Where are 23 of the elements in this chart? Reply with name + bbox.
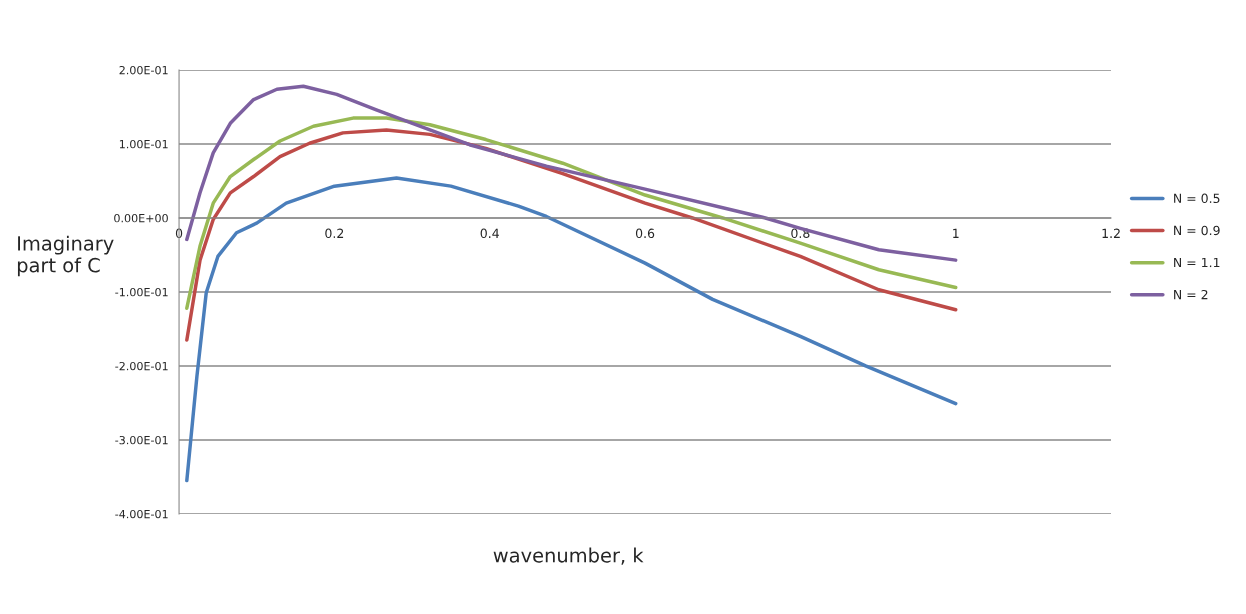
y-tick-label: 0.00E+00 [114, 213, 168, 223]
x-tick-label: 0.6 [635, 228, 655, 239]
line-series [185, 116, 958, 310]
y-tick-label: -1.00E-01 [115, 287, 168, 297]
y-tick-label: -3.00E-01 [115, 435, 168, 445]
y-tick-label: -4.00E-01 [115, 509, 168, 519]
line-series [185, 128, 958, 342]
x-tick-label: 1.2 [1102, 228, 1120, 238]
y-axis-title: Imaginary part of C [17, 235, 114, 277]
x-tick-label: 0 [175, 228, 183, 239]
y-tick-label: 2.00E-01 [119, 65, 168, 75]
legend-label: N = 1.1 [1174, 257, 1220, 268]
y-tick-label: 1.00E-01 [119, 139, 168, 149]
line-series [185, 84, 958, 262]
legend-label: N = 0.9 [1174, 225, 1220, 236]
legend-label: N = 0.5 [1174, 193, 1220, 204]
x-axis-title: wavenumber, k [493, 547, 644, 565]
y-tick-label: -2.00E-01 [115, 361, 168, 371]
line-series [185, 176, 958, 483]
x-tick-label: 1 [953, 228, 959, 238]
x-tick-label: 0.2 [325, 228, 344, 239]
x-tick-label: 0.4 [480, 228, 499, 239]
legend-label: N = 2 [1174, 289, 1208, 300]
